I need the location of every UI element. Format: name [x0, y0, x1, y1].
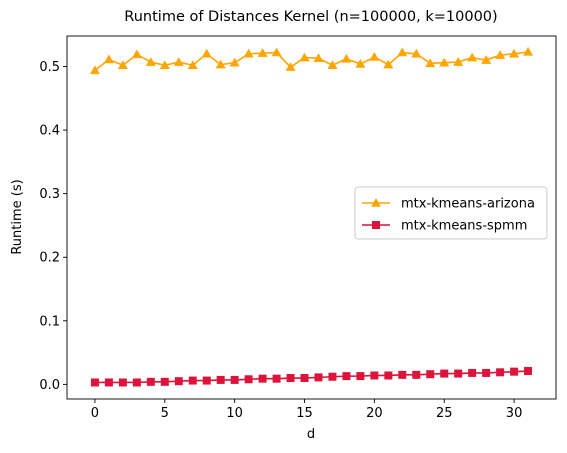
y-tick-label: 0.3 — [39, 187, 60, 202]
data-point — [257, 48, 268, 57]
data-point — [328, 372, 337, 381]
data-point — [510, 367, 519, 376]
data-point — [327, 60, 338, 69]
data-point — [341, 53, 352, 63]
data-point — [440, 369, 449, 378]
series-layer — [89, 46, 534, 387]
plot-area — [66, 35, 557, 400]
data-point — [244, 375, 253, 384]
x-tick-label: 25 — [436, 406, 453, 421]
data-point — [173, 57, 184, 66]
data-point — [187, 60, 198, 69]
legend-swatch-marker — [371, 198, 381, 207]
legend: mtx-kmeans-arizona mtx-kmeans-spmm — [354, 186, 548, 240]
data-point — [159, 60, 170, 69]
data-point — [481, 55, 492, 64]
data-point — [216, 375, 225, 384]
chart-title: Runtime of Distances Kernel (n=100000, k… — [124, 9, 497, 25]
data-point — [89, 65, 100, 75]
series-line — [94, 370, 529, 384]
x-tick-label: 30 — [506, 406, 523, 421]
x-tick-label: 20 — [366, 406, 383, 421]
y-tick-label: 0.5 — [39, 60, 60, 75]
x-axis-label: d — [307, 427, 315, 442]
series-mtx-kmeans-arizona — [89, 46, 534, 75]
data-point — [132, 378, 141, 387]
data-point — [453, 57, 464, 66]
data-point — [454, 369, 463, 378]
legend-swatch-marker — [372, 221, 380, 229]
data-point — [215, 59, 226, 69]
data-point — [272, 374, 281, 383]
data-point — [369, 51, 380, 61]
data-point — [285, 62, 296, 71]
data-point — [271, 47, 282, 57]
legend-label: mtx-kmeans-arizona — [401, 197, 535, 212]
data-point — [117, 60, 128, 69]
x-tick-label: 15 — [296, 406, 313, 421]
data-point — [300, 374, 309, 383]
y-axis: 0.0 0.1 0.2 0.3 0.4 0.5 — [39, 60, 67, 393]
data-point — [467, 52, 478, 62]
data-point — [342, 372, 351, 381]
data-point — [356, 372, 365, 381]
data-point — [496, 368, 505, 377]
data-point — [495, 50, 506, 59]
data-point — [90, 378, 99, 387]
data-point — [439, 57, 450, 67]
data-point — [131, 49, 142, 59]
data-point — [426, 370, 435, 379]
x-axis: 0 5 10 15 20 25 30 — [91, 399, 523, 421]
legend-box — [354, 186, 548, 240]
legend-item: mtx-kmeans-spmm — [362, 219, 527, 234]
data-point — [355, 58, 366, 68]
y-tick-label: 0.2 — [39, 251, 60, 266]
x-tick-label: 5 — [161, 406, 169, 421]
data-point — [398, 370, 407, 379]
data-point — [509, 48, 520, 58]
y-axis-label: Runtime (s) — [10, 179, 25, 254]
data-point — [202, 376, 211, 385]
data-point — [160, 377, 169, 386]
data-point — [383, 59, 394, 69]
series-mtx-kmeans-spmm — [90, 367, 533, 387]
y-tick-label: 0.4 — [39, 124, 60, 139]
data-point — [523, 46, 534, 56]
data-point — [314, 373, 323, 382]
data-point — [146, 377, 155, 386]
x-tick-label: 0 — [91, 406, 99, 421]
data-point — [468, 368, 477, 377]
data-point — [188, 376, 197, 385]
data-point — [524, 367, 533, 376]
data-point — [411, 48, 422, 58]
data-point — [313, 53, 324, 63]
data-point — [425, 58, 436, 68]
data-point — [412, 370, 421, 379]
data-point — [174, 377, 183, 386]
data-point — [370, 371, 379, 380]
data-point — [286, 374, 295, 383]
data-point — [397, 47, 408, 57]
data-point — [243, 48, 254, 58]
data-point — [230, 375, 239, 384]
x-tick-label: 10 — [226, 406, 243, 421]
data-point — [482, 368, 491, 377]
data-point — [258, 374, 267, 383]
y-tick-label: 0.0 — [39, 378, 60, 393]
y-tick-label: 0.1 — [39, 314, 60, 329]
data-point — [384, 371, 393, 380]
data-point — [229, 57, 240, 67]
data-point — [104, 378, 113, 387]
data-point — [299, 52, 310, 62]
data-point — [103, 54, 114, 64]
legend-label: mtx-kmeans-spmm — [401, 219, 527, 234]
series-line — [94, 51, 529, 71]
data-point — [201, 48, 212, 58]
data-point — [118, 378, 127, 387]
data-point — [145, 57, 156, 66]
legend-item: mtx-kmeans-arizona — [362, 197, 535, 212]
